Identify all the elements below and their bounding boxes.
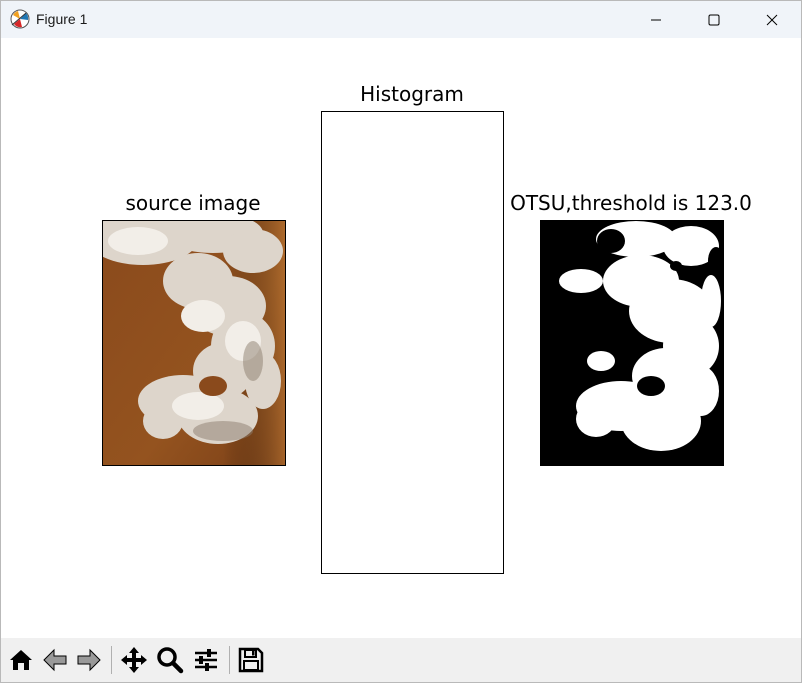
navigation-toolbar xyxy=(1,638,801,682)
back-icon xyxy=(43,648,67,672)
histogram-plot xyxy=(322,112,503,573)
save-button[interactable] xyxy=(235,644,267,676)
otsu-image xyxy=(540,220,724,466)
home-icon xyxy=(10,650,32,670)
configure-icon xyxy=(195,649,217,671)
histogram-title: Histogram xyxy=(360,82,464,106)
toolbar-separator xyxy=(229,646,230,674)
window-title: Figure 1 xyxy=(36,11,88,27)
back-button[interactable] xyxy=(39,644,71,676)
maximize-icon xyxy=(708,14,720,25)
toolbar-separator xyxy=(111,646,112,674)
minimize-button[interactable] xyxy=(627,1,685,38)
configure-subplots-button[interactable] xyxy=(190,644,222,676)
otsu-binary-image xyxy=(541,221,723,465)
forward-button[interactable] xyxy=(73,644,105,676)
maximize-button[interactable] xyxy=(685,1,743,38)
source-cloud-photo xyxy=(103,221,285,465)
figure-canvas[interactable]: source image xyxy=(1,38,801,638)
pan-button[interactable] xyxy=(118,644,150,676)
save-icon xyxy=(238,647,264,673)
close-icon xyxy=(766,14,778,25)
zoom-button[interactable] xyxy=(154,644,186,676)
zoom-icon xyxy=(157,647,184,674)
title-bar[interactable]: Figure 1 xyxy=(1,1,801,38)
pan-icon xyxy=(121,647,147,673)
forward-icon xyxy=(77,648,101,672)
source-image xyxy=(102,220,286,466)
matplotlib-logo-icon xyxy=(10,9,30,29)
histogram-axes xyxy=(321,111,504,574)
source-image-title: source image xyxy=(125,191,261,215)
minimize-icon xyxy=(651,19,661,20)
otsu-title: OTSU,threshold is 123.0 xyxy=(510,191,752,215)
close-button[interactable] xyxy=(743,1,801,38)
home-button[interactable] xyxy=(5,644,37,676)
